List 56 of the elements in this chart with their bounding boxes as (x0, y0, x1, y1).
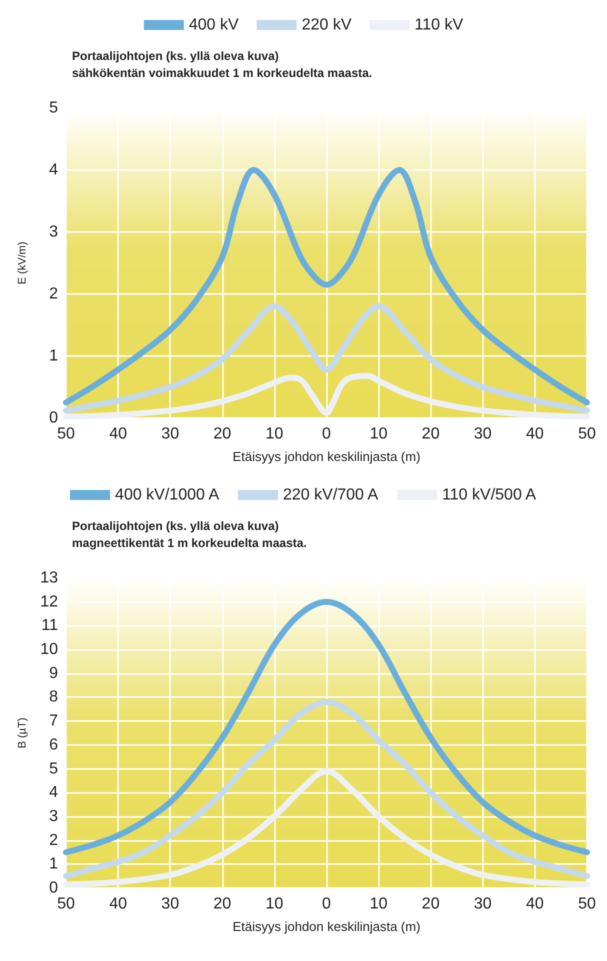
x-tick-label: 40 (526, 896, 544, 912)
y-tick-label: 10 (40, 641, 58, 658)
text: Portaalijohtojen (ks. yllä oleva kuva) (72, 49, 279, 63)
y-axis-title: E (kV/m) (16, 242, 28, 284)
x-tick-label: 20 (213, 426, 232, 442)
legend-label: 220 kV/700 A (283, 486, 379, 504)
y-tick-label: 4 (49, 784, 58, 802)
y-tick-label: 2 (49, 286, 58, 302)
x-axis-title: Etäisyys johdon keskilinjasta (m) (232, 919, 420, 934)
y-tick-label: 4 (49, 162, 58, 178)
text: Portaalijohtojen (ks. yllä oleva kuva) (72, 519, 279, 533)
x-tick-label: 10 (266, 896, 284, 912)
y-tick-label: 9 (49, 664, 58, 682)
y-tick-label: 2 (49, 832, 58, 849)
y-tick-label: 11 (41, 617, 58, 634)
y-tick-label: 0 (49, 880, 58, 896)
y-tick-label: 5 (49, 760, 58, 778)
x-tick-label: 0 (322, 896, 332, 912)
x-tick-label: 20 (213, 896, 232, 912)
y-tick-label: 6 (49, 736, 58, 754)
legend-label: 110 kV/500 A (442, 486, 536, 504)
y-tick-label: 12 (40, 593, 58, 610)
x-tick-label: 0 (322, 426, 332, 442)
x-axis-title: Etäisyys johdon keskilinjasta (m) (232, 449, 420, 464)
x-tick-label: 10 (266, 426, 284, 442)
y-tick-label: 1 (49, 856, 58, 873)
x-tick-label: 30 (161, 896, 180, 912)
y-tick-label: 3 (49, 224, 58, 240)
text: magneettikentät 1 m korkeudelta maasta. (72, 536, 307, 550)
x-tick-label: 30 (161, 426, 180, 442)
x-tick-label: 30 (474, 896, 492, 912)
x-tick-label: 50 (578, 896, 596, 912)
x-tick-label: 30 (474, 426, 492, 442)
y-tick-label: 7 (49, 712, 58, 730)
x-tick-label: 20 (422, 426, 440, 442)
x-tick-label: 50 (57, 896, 75, 912)
x-tick-label: 10 (370, 896, 388, 912)
y-tick-label: 13 (40, 570, 58, 586)
y-tick-label: 3 (49, 808, 58, 825)
x-tick-label: 50 (57, 426, 75, 442)
y-tick-label: 8 (49, 688, 58, 706)
x-tick-label: 40 (526, 426, 544, 442)
y-tick-label: 1 (49, 348, 58, 364)
x-tick-label: 20 (422, 896, 440, 912)
x-tick-label: 50 (578, 426, 596, 442)
y-tick-label: 5 (49, 100, 58, 116)
x-tick-label: 40 (109, 426, 128, 442)
x-tick-label: 10 (370, 426, 388, 442)
legend-label: 400 kV (188, 16, 240, 34)
y-tick-label: 0 (49, 410, 58, 426)
legend-label: 400 kV/1000 A (115, 486, 220, 504)
legend-label: 220 kV (302, 16, 352, 34)
text: sähkökentän voimakkuudet 1 m korkeudelta maasta. (72, 66, 372, 80)
x-tick-label: 40 (109, 896, 128, 912)
legend-label: 110 kV (414, 16, 464, 34)
y-axis-title: B (µT) (16, 718, 28, 748)
